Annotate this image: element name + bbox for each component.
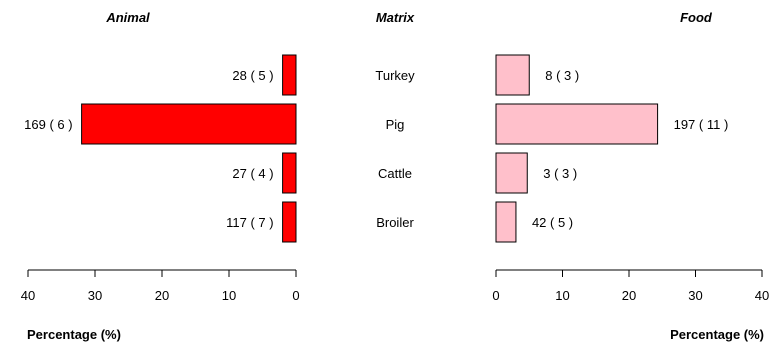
title-matrix: Matrix	[376, 10, 415, 25]
tick-label-left-30: 30	[88, 288, 102, 303]
data-label-animal-cattle: 27 ( 4 )	[232, 166, 273, 181]
x-axis-label-left: Percentage (%)	[27, 327, 121, 342]
tick-label-right-30: 30	[688, 288, 702, 303]
tick-label-right-20: 20	[622, 288, 636, 303]
tick-label-left-20: 20	[155, 288, 169, 303]
tick-label-right-10: 10	[555, 288, 569, 303]
bar-food-cattle	[495, 152, 528, 194]
data-label-food-broiler: 42 ( 5 )	[532, 215, 573, 230]
x-axis-label-right: Percentage (%)	[670, 327, 764, 342]
tick-label-right-0: 0	[492, 288, 499, 303]
bar-animal-turkey	[282, 54, 297, 96]
chart-marks: 28 ( 5 ) Turkey 8 ( 3 ) 169 ( 6 ) Pig 197 ( 1…	[21, 54, 769, 303]
tick-label-left-40: 40	[21, 288, 35, 303]
bar-animal-cattle	[282, 152, 297, 194]
bar-food-broiler	[495, 201, 517, 243]
data-label-food-pig: 197 ( 11 )	[674, 117, 729, 132]
category-label-turkey: Turkey	[375, 68, 415, 83]
category-label-cattle: Cattle	[378, 166, 412, 181]
bar-animal-broiler	[282, 201, 297, 243]
title-food: Food	[680, 10, 713, 25]
category-label-broiler: Broiler	[376, 215, 414, 230]
tick-label-right-40: 40	[755, 288, 769, 303]
data-label-animal-turkey: 28 ( 5 )	[232, 68, 273, 83]
bar-animal-pig	[81, 103, 297, 145]
category-label-pig: Pig	[386, 117, 405, 132]
data-label-food-turkey: 8 ( 3 )	[545, 68, 579, 83]
data-label-food-cattle: 3 ( 3 )	[543, 166, 577, 181]
tick-label-left-0: 0	[292, 288, 299, 303]
tick-label-left-10: 10	[222, 288, 236, 303]
data-label-animal-pig: 169 ( 6 )	[24, 117, 72, 132]
title-animal: Animal	[105, 10, 150, 25]
data-label-animal-broiler: 117 ( 7 )	[226, 215, 273, 230]
bar-food-pig	[495, 103, 659, 145]
bar-food-turkey	[495, 54, 530, 96]
